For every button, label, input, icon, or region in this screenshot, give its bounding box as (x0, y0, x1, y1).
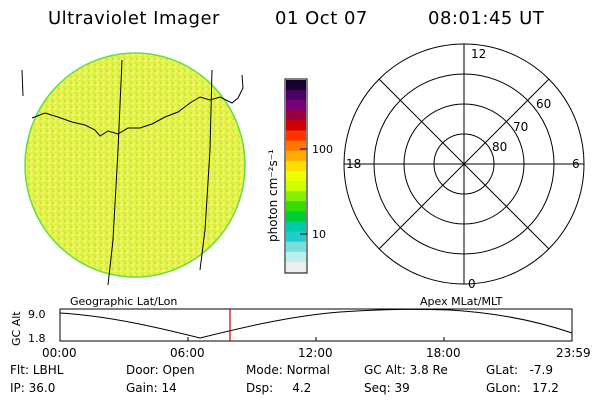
timeline-x-tick-label: 12:00 (298, 346, 333, 360)
time-label: 08:01:45 UT (428, 8, 545, 29)
status-label: GC Alt: (364, 363, 406, 377)
status-value: Open (162, 363, 195, 377)
color-scale-unit-label: photon cm⁻²s⁻¹ (266, 149, 280, 242)
timeline-left-label: Geographic Lat/Lon (70, 295, 177, 308)
color-scale-segment (286, 120, 306, 132)
earth-disk-image (24, 52, 246, 278)
color-scale-segment (286, 191, 306, 202)
altitude-curve (59, 308, 573, 339)
color-scale-frame (284, 78, 308, 274)
timeline-x-tick-label: 18:00 (426, 346, 461, 360)
mlt-spoke (378, 78, 550, 250)
date-label: 01 Oct 07 (275, 8, 368, 29)
color-scale-segment (286, 211, 306, 222)
instrument-title: Ultraviolet Imager (48, 8, 220, 29)
color-scale-segment (286, 130, 306, 142)
color-scale-segment (286, 100, 306, 111)
status-label: IP: (10, 381, 25, 395)
color-scale-segment (286, 150, 306, 162)
mlt-label-dawn: 6 (572, 157, 580, 171)
status-label: Gain: (126, 381, 158, 395)
orbit-timeline-plot (59, 308, 573, 342)
lat-label-60: 60 (536, 97, 551, 111)
color-scale-segment (286, 80, 306, 91)
mlt-label-dusk: 18 (346, 157, 361, 171)
status-label: Mode: (246, 363, 283, 377)
color-scale-segment (286, 231, 306, 243)
timeline-right-label: Apex MLat/MLT (420, 295, 503, 308)
lat-label-70: 70 (513, 120, 528, 134)
mlt-label-noon: 12 (471, 47, 486, 61)
status-mode: Mode: Normal (246, 363, 330, 377)
color-scale-segment (286, 221, 306, 233)
timeline-x-tick-label: 06:00 (170, 346, 205, 360)
timeline-x-tick-label: 23:59 (556, 346, 591, 360)
status-value: Normal (286, 363, 330, 377)
uv-image-panel (21, 52, 246, 286)
color-scale-segment (286, 160, 306, 172)
status-value: -7.9 (529, 363, 553, 377)
polar-mlt-plot (343, 43, 585, 285)
color-scale-segment (286, 90, 306, 101)
meridian-line (199, 69, 213, 271)
status-label: Flt: (10, 363, 29, 377)
color-scale-segment (286, 261, 306, 273)
color-scale-segment (286, 170, 306, 182)
status-filter: Flt: LBHL (10, 363, 63, 377)
status-label: Dsp: (246, 381, 274, 395)
status-gc-alt: GC Alt: 3.8 Re (364, 363, 448, 377)
color-scale-segment (286, 201, 306, 212)
limb-marker-line (21, 69, 24, 97)
status-glat: GLat: -7.9 (486, 363, 553, 377)
status-value: 39 (394, 381, 410, 395)
timeline-y-tick: 9.0 (28, 308, 46, 321)
color-scale-segment (286, 140, 306, 152)
meridian-line (107, 59, 123, 286)
status-glon: GLon: 17.2 (486, 381, 559, 395)
status-label: GLat: (486, 363, 519, 377)
color-scale-segment (286, 241, 306, 253)
status-value: 14 (161, 381, 177, 395)
status-label: GLon: (486, 381, 521, 395)
color-scale-tick-label: 100 (312, 143, 333, 156)
mlt-label-midnight: 0 (468, 277, 476, 291)
status-label: Door: (126, 363, 159, 377)
status-value: 36.0 (28, 381, 56, 395)
status-ip: IP: 36.0 (10, 381, 55, 395)
color-scale-segment (286, 251, 306, 263)
lat-label-80: 80 (492, 140, 507, 154)
color-scale-segment (286, 181, 306, 192)
color-scale-segment (286, 110, 306, 121)
timeline-x-tick-label: 00:00 (42, 346, 77, 360)
status-seq: Seq: 39 (364, 381, 410, 395)
status-dsp: Dsp: 4.2 (246, 381, 311, 395)
timeline-axis-title: GC Alt (10, 311, 23, 346)
status-gain: Gain: 14 (126, 381, 177, 395)
status-label: Seq: (364, 381, 391, 395)
timeline-y-tick: 1.8 (28, 332, 46, 345)
color-scale-tick-label: 10 (312, 228, 326, 241)
color-scale-bar (284, 78, 308, 274)
coastline-line (31, 74, 244, 137)
status-value: 17.2 (532, 381, 559, 395)
status-door: Door: Open (126, 363, 195, 377)
status-value: 3.8 Re (409, 363, 448, 377)
status-value: LBHL (32, 363, 64, 377)
status-value: 4.2 (292, 381, 312, 395)
timeline-frame (59, 308, 573, 342)
